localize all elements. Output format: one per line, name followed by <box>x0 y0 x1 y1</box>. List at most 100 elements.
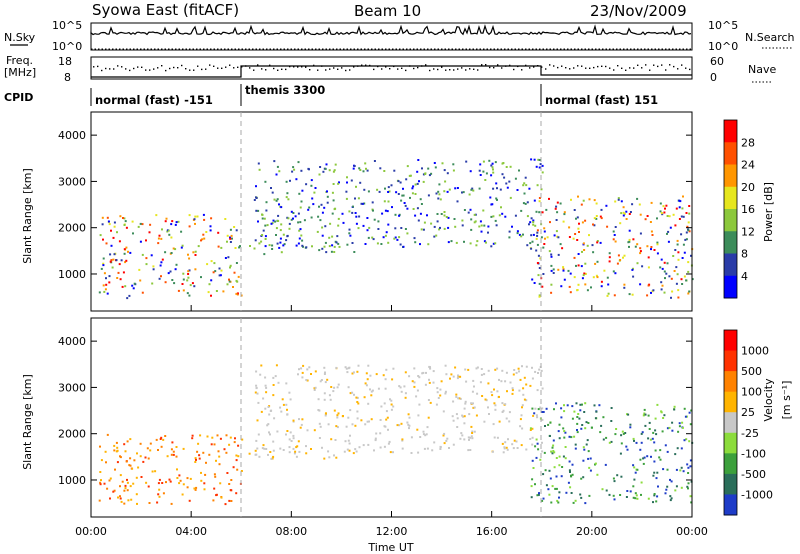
data-cell <box>392 367 395 370</box>
freq-panel: Freq. [MHz] 18 8 60 0 Nave <box>4 54 776 84</box>
data-cell <box>516 232 519 235</box>
data-cell <box>652 501 654 504</box>
data-cell <box>267 453 269 456</box>
data-cell <box>161 228 163 231</box>
freq-tick-top: 18 <box>58 55 72 68</box>
data-cell <box>493 402 496 405</box>
data-cell <box>550 291 553 294</box>
data-cell <box>659 458 662 461</box>
data-cell <box>666 485 669 488</box>
data-cell <box>504 380 507 383</box>
data-cell <box>267 406 270 408</box>
data-cell <box>472 379 475 382</box>
data-cell <box>625 218 628 220</box>
data-cell <box>530 496 533 499</box>
data-cell <box>655 477 658 480</box>
data-cell <box>582 199 585 202</box>
data-cell <box>333 454 335 457</box>
data-cell <box>644 413 647 416</box>
data-cell <box>494 219 497 222</box>
nsky-tick-top: 10^5 <box>52 19 82 32</box>
data-cell <box>224 503 227 506</box>
data-cell <box>188 269 191 272</box>
data-cell <box>426 426 429 429</box>
data-cell <box>404 396 407 399</box>
data-cell <box>632 267 634 270</box>
data-cell <box>318 205 320 208</box>
data-cell <box>590 286 592 289</box>
data-cell <box>490 174 493 177</box>
data-cell <box>541 285 544 288</box>
y-tick-label: 3000 <box>58 381 86 394</box>
data-cell <box>578 417 581 420</box>
nave-dot <box>645 64 647 66</box>
data-cell <box>265 448 268 450</box>
data-cell <box>384 378 387 381</box>
data-cell <box>541 171 544 174</box>
data-cell <box>347 367 350 370</box>
data-cell <box>214 475 217 478</box>
data-cell <box>212 499 215 502</box>
data-cell <box>583 249 586 251</box>
data-cell <box>541 164 544 167</box>
data-cell <box>440 213 443 215</box>
data-cell <box>535 414 538 417</box>
data-cell <box>229 436 232 439</box>
data-cell <box>228 278 230 281</box>
data-cell <box>464 400 467 403</box>
data-cell <box>535 456 538 459</box>
nave-dot <box>221 67 223 69</box>
data-cell <box>404 392 407 395</box>
data-cell <box>119 495 121 498</box>
data-cell <box>385 231 388 234</box>
data-cell <box>349 434 351 437</box>
data-cell <box>213 473 216 476</box>
nave-dot <box>281 68 283 70</box>
data-cell <box>323 206 326 209</box>
data-cell <box>325 251 328 254</box>
data-cell <box>196 215 199 218</box>
nsky-line <box>90 24 692 36</box>
data-cell <box>450 240 453 243</box>
colorbar-tick-label: 8 <box>741 248 748 261</box>
data-cell <box>286 430 289 432</box>
data-cell <box>411 192 414 195</box>
data-cell <box>187 270 190 273</box>
data-cell <box>237 444 240 447</box>
data-cell <box>563 430 566 433</box>
data-cell <box>394 227 397 230</box>
data-cell <box>373 160 376 162</box>
data-cell <box>370 390 373 393</box>
data-cell <box>416 389 419 392</box>
data-cell <box>686 225 689 228</box>
nave-dot <box>437 68 439 71</box>
data-cell <box>265 201 268 204</box>
data-cell <box>518 389 521 392</box>
data-cell <box>652 474 655 477</box>
data-cell <box>653 460 656 463</box>
data-cell <box>235 262 238 264</box>
data-cell <box>113 221 116 224</box>
data-cell <box>170 502 173 505</box>
data-cell <box>180 246 183 249</box>
data-cell <box>570 492 573 494</box>
data-cell <box>687 221 690 224</box>
data-cell <box>365 384 368 387</box>
data-cell <box>617 254 620 257</box>
data-cell <box>266 424 269 427</box>
data-cell <box>333 208 336 211</box>
data-cell <box>612 477 615 480</box>
data-cell <box>422 371 425 374</box>
data-cell <box>433 225 436 228</box>
data-cell <box>226 240 228 243</box>
data-cell <box>502 451 505 454</box>
data-cell <box>103 482 106 485</box>
data-cell <box>288 391 291 394</box>
data-cell <box>562 455 565 458</box>
data-cell <box>640 441 643 444</box>
data-cell <box>290 440 293 442</box>
data-cell <box>148 231 151 234</box>
data-cell <box>311 245 313 248</box>
data-cell <box>569 272 572 275</box>
data-cell <box>656 495 659 498</box>
